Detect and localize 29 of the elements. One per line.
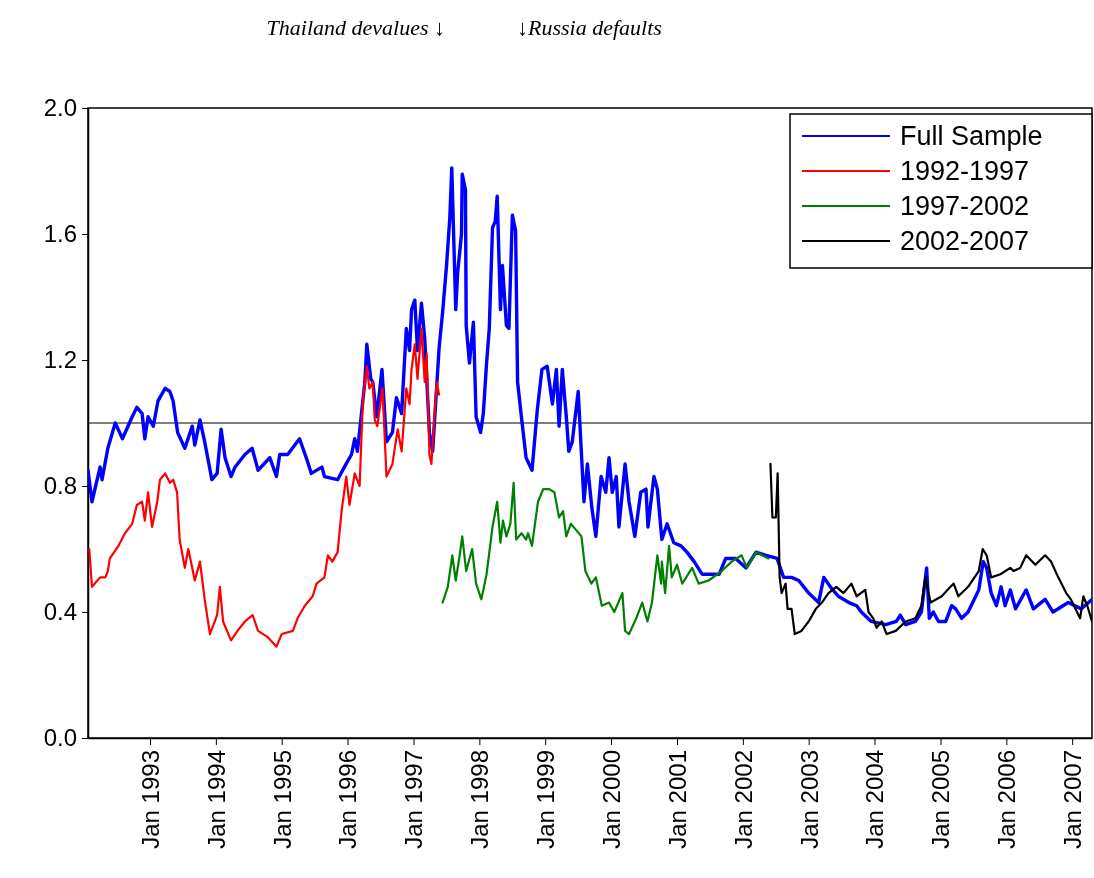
x-tick-label: Jan 2003 (795, 750, 823, 849)
x-tick-label: Jan 1995 (268, 750, 296, 849)
y-tick-label: 1.2 (43, 346, 77, 374)
text: Thailand devalues ↓ (266, 15, 445, 40)
x-tick-label: Jan 1999 (532, 750, 560, 849)
x-tick-label: Jan 1998 (466, 750, 494, 849)
x-tick-label: Jan 2002 (729, 750, 757, 849)
x-tick-label: Jan 1996 (334, 750, 362, 849)
y-tick-label: 2.0 (43, 94, 77, 122)
x-tick-label: Jan 2007 (1059, 750, 1087, 849)
x-tick-label: Jan 2000 (597, 750, 625, 849)
x-tick-label: Jan 1994 (202, 750, 230, 849)
legend-label: 1992-1997 (900, 156, 1030, 187)
legend-label: 2002-2007 (900, 226, 1030, 257)
y-tick-label: 0.0 (43, 724, 77, 752)
y-tick-label: 0.4 (43, 598, 77, 626)
text: ↓Russia defaults (517, 15, 662, 40)
y-tick-label: 0.8 (43, 472, 77, 500)
x-tick-label: Jan 1997 (400, 750, 428, 849)
y-tick-label: 1.6 (43, 220, 77, 248)
x-tick-label: Jan 2001 (663, 750, 691, 849)
x-tick-label: Jan 1993 (136, 750, 164, 849)
x-tick-label: Jan 2004 (861, 750, 889, 849)
legend-label: Full Sample (900, 121, 1043, 152)
line-series (88, 327, 441, 648)
line-series (441, 481, 770, 636)
legend-label: 1997-2002 (900, 191, 1030, 222)
x-tick-label: Jan 2005 (927, 750, 955, 849)
x-tick-label: Jan 2006 (993, 750, 1021, 849)
